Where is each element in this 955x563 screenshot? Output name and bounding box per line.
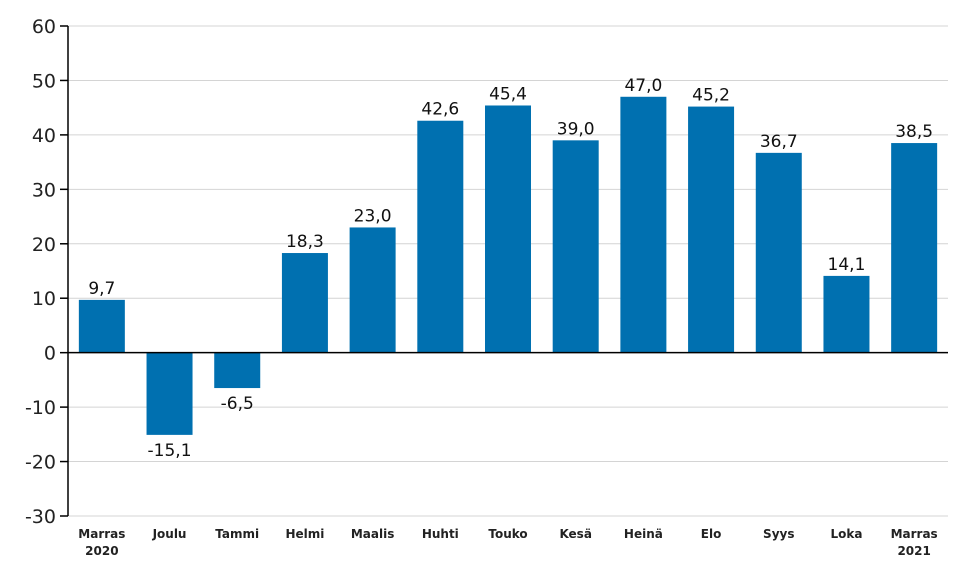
bar (688, 106, 735, 353)
bar (78, 299, 125, 353)
category-label: Marras 2020 (78, 527, 125, 558)
category-label: Syys (763, 527, 794, 541)
data-label: 39,0 (557, 119, 595, 139)
bar (552, 140, 599, 353)
data-label: 14,1 (828, 255, 866, 275)
bar (620, 96, 667, 353)
y-tick-label: 50 (32, 70, 56, 92)
data-label: -15,1 (148, 441, 192, 461)
y-tick-label: 0 (44, 343, 56, 365)
data-label: 42,6 (421, 100, 459, 120)
bars (78, 96, 938, 435)
bar (755, 152, 802, 353)
y-axis-ticks: 60 50 40 30 20 10 0 -10 -20 -30 (25, 16, 68, 528)
axes (67, 26, 948, 516)
bar (214, 352, 261, 389)
data-label: 45,2 (692, 86, 730, 106)
y-tick-label: 60 (32, 16, 56, 38)
y-tick-label: 20 (32, 234, 56, 256)
category-label: Kesä (559, 527, 591, 541)
data-label: 36,7 (760, 132, 798, 152)
y-tick-label: -20 (25, 452, 56, 474)
y-tick-label: -10 (25, 397, 56, 419)
y-tick-label: 40 (32, 125, 56, 147)
category-label: Heinä (624, 527, 663, 541)
bar (349, 227, 396, 353)
category-label: Touko (488, 527, 527, 541)
x-axis-category-labels: Marras 2020 Joulu Tammi Helmi Maalis Huhti Touk… (78, 527, 937, 558)
data-labels: 9,7 -15,1 -6,5 18,3 23,0 42,6 45,4 39,0 47,0 45,2… (88, 76, 933, 461)
category-label: Tammi (215, 527, 259, 541)
data-label: 23,0 (354, 206, 392, 226)
category-label: Marras 2021 (891, 527, 938, 558)
y-tick-label: -30 (25, 506, 56, 528)
bar (281, 253, 328, 353)
y-tick-label: 10 (32, 288, 56, 310)
data-label: 38,5 (895, 122, 933, 142)
category-label: Maalis (351, 527, 395, 541)
data-label: -6,5 (221, 394, 254, 414)
category-label: Elo (701, 527, 722, 541)
category-label: Joulu (152, 527, 187, 541)
data-label: 18,3 (286, 232, 324, 252)
data-label: 45,4 (489, 84, 527, 104)
bar (485, 105, 531, 353)
bar (891, 143, 938, 353)
category-label: Loka (830, 527, 862, 541)
y-tick-label: 30 (32, 179, 56, 201)
category-label: Huhti (422, 527, 459, 541)
bar (417, 120, 464, 353)
category-label: Helmi (285, 527, 324, 541)
bar (823, 275, 870, 353)
bar (146, 352, 193, 435)
data-label: 47,0 (624, 76, 662, 96)
data-label: 9,7 (88, 279, 115, 299)
